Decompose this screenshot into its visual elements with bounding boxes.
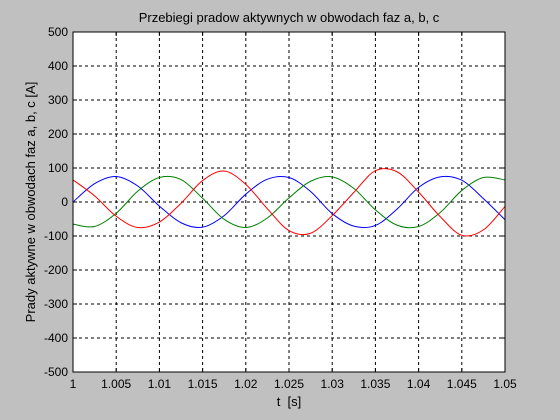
chart-title: Przebiegi pradow aktywnych w obwodach fa… (139, 10, 440, 25)
series-line-2 (73, 175, 505, 229)
y-tick-label: 0 (61, 195, 68, 209)
y-tick-label: -400 (44, 331, 68, 345)
y-tick-label: 400 (48, 59, 68, 73)
x-tick-label: 1.005 (101, 377, 131, 391)
y-tick-labels: -500 -400 -300 -200 -100 0 100 200 300 400 500 (44, 25, 68, 379)
x-tick-label: 1.05 (493, 377, 517, 391)
series-line-3 (73, 168, 505, 237)
grid-lines (73, 32, 505, 372)
x-tick-label: 1.015 (188, 377, 218, 391)
y-tick-label: -100 (44, 229, 68, 243)
y-tick-label: 100 (48, 161, 68, 175)
x-tick-label: 1.035 (360, 377, 390, 391)
y-tick-label: 200 (48, 127, 68, 141)
x-tick-label: 1.02 (234, 377, 258, 391)
y-axis-label: Prady aktywne w obwodach faz a, b, c [A] (23, 82, 38, 323)
x-tick-label: 1.03 (321, 377, 345, 391)
y-tick-label: 500 (48, 25, 68, 39)
y-tick-label: 300 (48, 93, 68, 107)
x-tick-labels: 1 1.005 1.01 1.015 1.02 1.025 1.03 1.035 1.04 1.0… (70, 377, 517, 391)
x-axis-label: t [s] (277, 394, 302, 409)
y-tick-label: -500 (44, 365, 68, 379)
series-line-1 (73, 175, 505, 229)
x-tick-label: 1.045 (447, 377, 477, 391)
plot-frame (72, 31, 506, 373)
x-tick-label: 1.04 (407, 377, 431, 391)
x-tick-label: 1.01 (148, 377, 172, 391)
series-group (73, 168, 505, 237)
x-tick-label: 1.025 (274, 377, 304, 391)
y-tick-label: -200 (44, 263, 68, 277)
y-tick-label: -300 (44, 297, 68, 311)
x-tick-label: 1 (70, 377, 77, 391)
